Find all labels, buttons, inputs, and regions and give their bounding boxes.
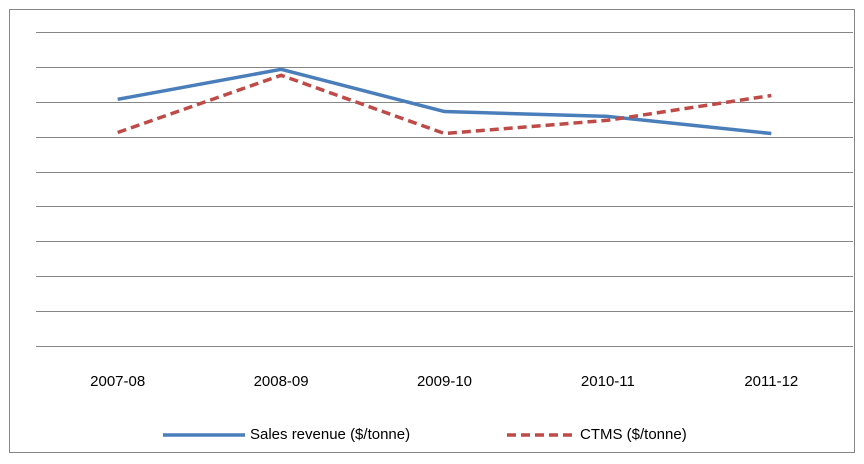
x-tick-label: 2007-08 [90, 373, 145, 390]
legend-label: CTMS ($/tonne) [580, 426, 687, 443]
legend-label: Sales revenue ($/tonne) [250, 426, 410, 443]
chart-border [9, 9, 855, 453]
x-tick-label: 2011-12 [744, 373, 798, 390]
x-tick-label: 2008-09 [254, 373, 309, 390]
x-tick-label: 2009-10 [417, 373, 472, 390]
line-series [117, 73, 772, 136]
x-tick-label: 2010-11 [581, 373, 635, 390]
line-series [117, 67, 772, 136]
